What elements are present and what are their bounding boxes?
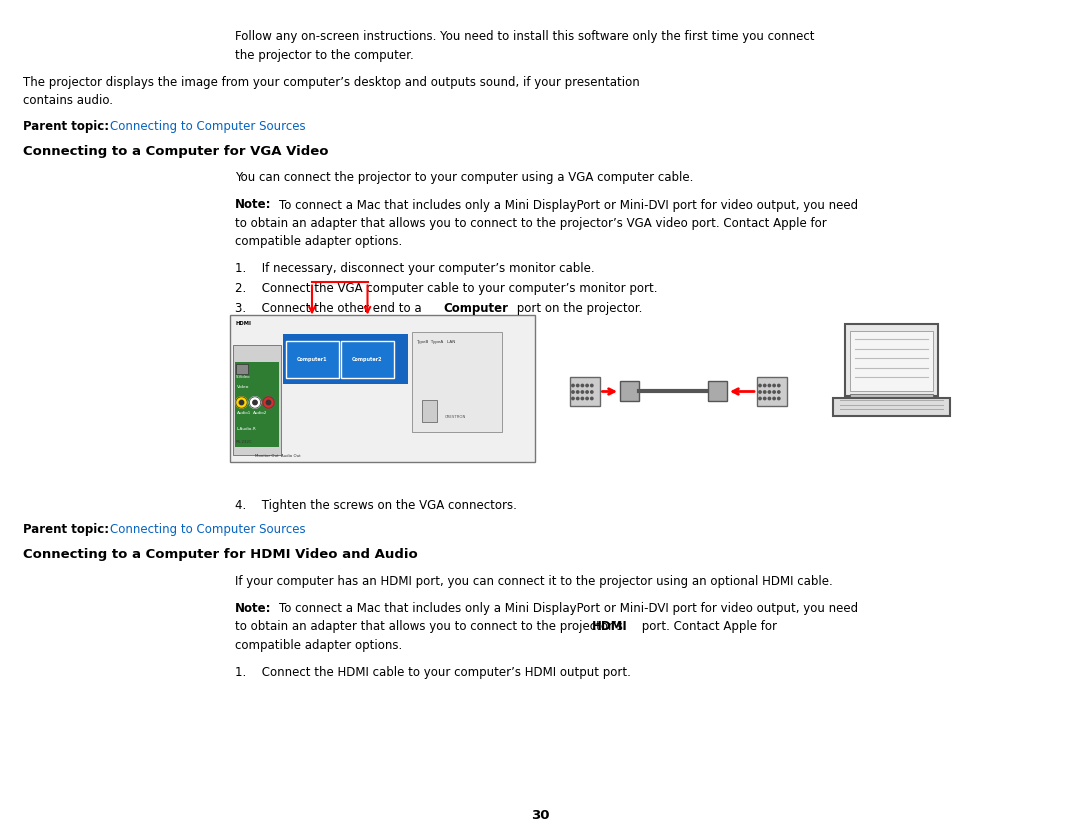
- Circle shape: [778, 391, 780, 393]
- Bar: [570, 377, 599, 406]
- Text: RS-232C: RS-232C: [235, 440, 253, 445]
- Text: 1.  If necessary, disconnect your computer’s monitor cable.: 1. If necessary, disconnect your compute…: [235, 263, 595, 275]
- Circle shape: [577, 391, 579, 393]
- Circle shape: [585, 391, 589, 393]
- Bar: [411, 333, 502, 433]
- Circle shape: [764, 397, 766, 399]
- Text: If your computer has an HDMI port, you can connect it to the projector using an : If your computer has an HDMI port, you c…: [235, 575, 833, 588]
- Text: S-Video: S-Video: [237, 375, 251, 379]
- Text: Audio1: Audio1: [237, 411, 252, 415]
- Bar: [285, 341, 338, 379]
- Circle shape: [591, 397, 593, 399]
- Circle shape: [253, 400, 257, 404]
- Circle shape: [571, 384, 575, 387]
- Text: CRESTRON: CRESTRON: [445, 415, 467, 420]
- Text: Computer1: Computer1: [297, 358, 327, 363]
- Circle shape: [759, 397, 761, 399]
- Circle shape: [581, 397, 583, 399]
- Text: Connecting to a Computer for VGA Video: Connecting to a Computer for VGA Video: [23, 144, 328, 158]
- Circle shape: [591, 391, 593, 393]
- Circle shape: [240, 400, 244, 404]
- Circle shape: [249, 397, 260, 408]
- Bar: [235, 363, 279, 448]
- Circle shape: [768, 391, 771, 393]
- Circle shape: [585, 384, 589, 387]
- Text: to obtain an adapter that allows you to connect to the projector’s VGA video por: to obtain an adapter that allows you to …: [235, 217, 827, 230]
- Circle shape: [768, 384, 771, 387]
- Text: TypeB  TypeA   LAN: TypeB TypeA LAN: [416, 340, 456, 344]
- Circle shape: [778, 397, 780, 399]
- Text: contains audio.: contains audio.: [23, 94, 113, 107]
- Circle shape: [759, 384, 761, 387]
- Text: Connecting to Computer Sources: Connecting to Computer Sources: [110, 120, 306, 133]
- Text: 2.  Connect the VGA computer cable to your computer’s monitor port.: 2. Connect the VGA computer cable to you…: [235, 283, 658, 295]
- Text: Computer2: Computer2: [352, 358, 382, 363]
- Bar: [341, 341, 394, 379]
- Circle shape: [262, 397, 274, 408]
- Circle shape: [764, 384, 766, 387]
- Bar: [233, 345, 281, 455]
- Text: 1.  Connect the HDMI cable to your computer’s HDMI output port.: 1. Connect the HDMI cable to your comput…: [235, 666, 631, 679]
- Circle shape: [768, 397, 771, 399]
- Circle shape: [773, 384, 775, 387]
- Text: port on the projector.: port on the projector.: [513, 303, 643, 315]
- Circle shape: [571, 391, 575, 393]
- Text: compatible adapter options.: compatible adapter options.: [235, 235, 402, 249]
- Circle shape: [591, 384, 593, 387]
- Text: HDMI: HDMI: [592, 620, 627, 634]
- Circle shape: [759, 391, 761, 393]
- Text: L-Audio-R: L-Audio-R: [237, 428, 257, 431]
- Text: Note:: Note:: [235, 602, 271, 615]
- Text: 4.  Tighten the screws on the VGA connectors.: 4. Tighten the screws on the VGA connect…: [235, 500, 517, 513]
- Text: To connect a Mac that includes only a Mini DisplayPort or Mini-DVI port for vide: To connect a Mac that includes only a Mi…: [279, 602, 859, 615]
- Circle shape: [577, 397, 579, 399]
- Bar: [230, 315, 535, 463]
- Text: To connect a Mac that includes only a Mini DisplayPort or Mini-DVI port for vide: To connect a Mac that includes only a Mi…: [279, 198, 859, 212]
- Bar: [237, 364, 248, 374]
- Circle shape: [764, 391, 766, 393]
- Bar: [757, 377, 786, 406]
- Text: port. Contact Apple for: port. Contact Apple for: [638, 620, 777, 634]
- Circle shape: [235, 397, 247, 408]
- Text: Computer: Computer: [443, 303, 508, 315]
- Circle shape: [778, 384, 780, 387]
- Text: Parent topic:: Parent topic:: [23, 120, 113, 133]
- Bar: [845, 324, 939, 396]
- Text: the projector to the computer.: the projector to the computer.: [235, 48, 414, 62]
- Text: 30: 30: [530, 809, 550, 822]
- Bar: [708, 381, 727, 401]
- Text: Follow any on-screen instructions. You need to install this software only the fi: Follow any on-screen instructions. You n…: [235, 30, 814, 43]
- Text: Audio2: Audio2: [253, 411, 268, 415]
- Circle shape: [571, 397, 575, 399]
- Text: 3.  Connect the other end to a: 3. Connect the other end to a: [235, 303, 426, 315]
- Text: to obtain an adapter that allows you to connect to the projector’s: to obtain an adapter that allows you to …: [235, 620, 626, 634]
- Circle shape: [577, 384, 579, 387]
- Text: Monitor Out  Audio Out: Monitor Out Audio Out: [255, 455, 300, 459]
- Text: HDMI: HDMI: [235, 321, 252, 326]
- Circle shape: [581, 384, 583, 387]
- Bar: [850, 394, 933, 400]
- Bar: [850, 331, 933, 391]
- Text: The projector displays the image from your computer’s desktop and outputs sound,: The projector displays the image from yo…: [23, 76, 639, 88]
- Circle shape: [581, 391, 583, 393]
- Text: You can connect the projector to your computer using a VGA computer cable.: You can connect the projector to your co…: [235, 172, 693, 184]
- Circle shape: [773, 391, 775, 393]
- Circle shape: [773, 397, 775, 399]
- Text: Video: Video: [237, 385, 249, 389]
- Circle shape: [267, 400, 271, 404]
- Bar: [620, 381, 639, 401]
- Circle shape: [585, 397, 589, 399]
- Text: compatible adapter options.: compatible adapter options.: [235, 639, 402, 652]
- Text: Connecting to a Computer for HDMI Video and Audio: Connecting to a Computer for HDMI Video …: [23, 548, 418, 561]
- Bar: [422, 400, 437, 423]
- Text: Parent topic:: Parent topic:: [23, 524, 113, 536]
- Text: Note:: Note:: [235, 198, 271, 212]
- Bar: [833, 399, 950, 416]
- Bar: [283, 334, 408, 384]
- Text: Connecting to Computer Sources: Connecting to Computer Sources: [110, 524, 306, 536]
